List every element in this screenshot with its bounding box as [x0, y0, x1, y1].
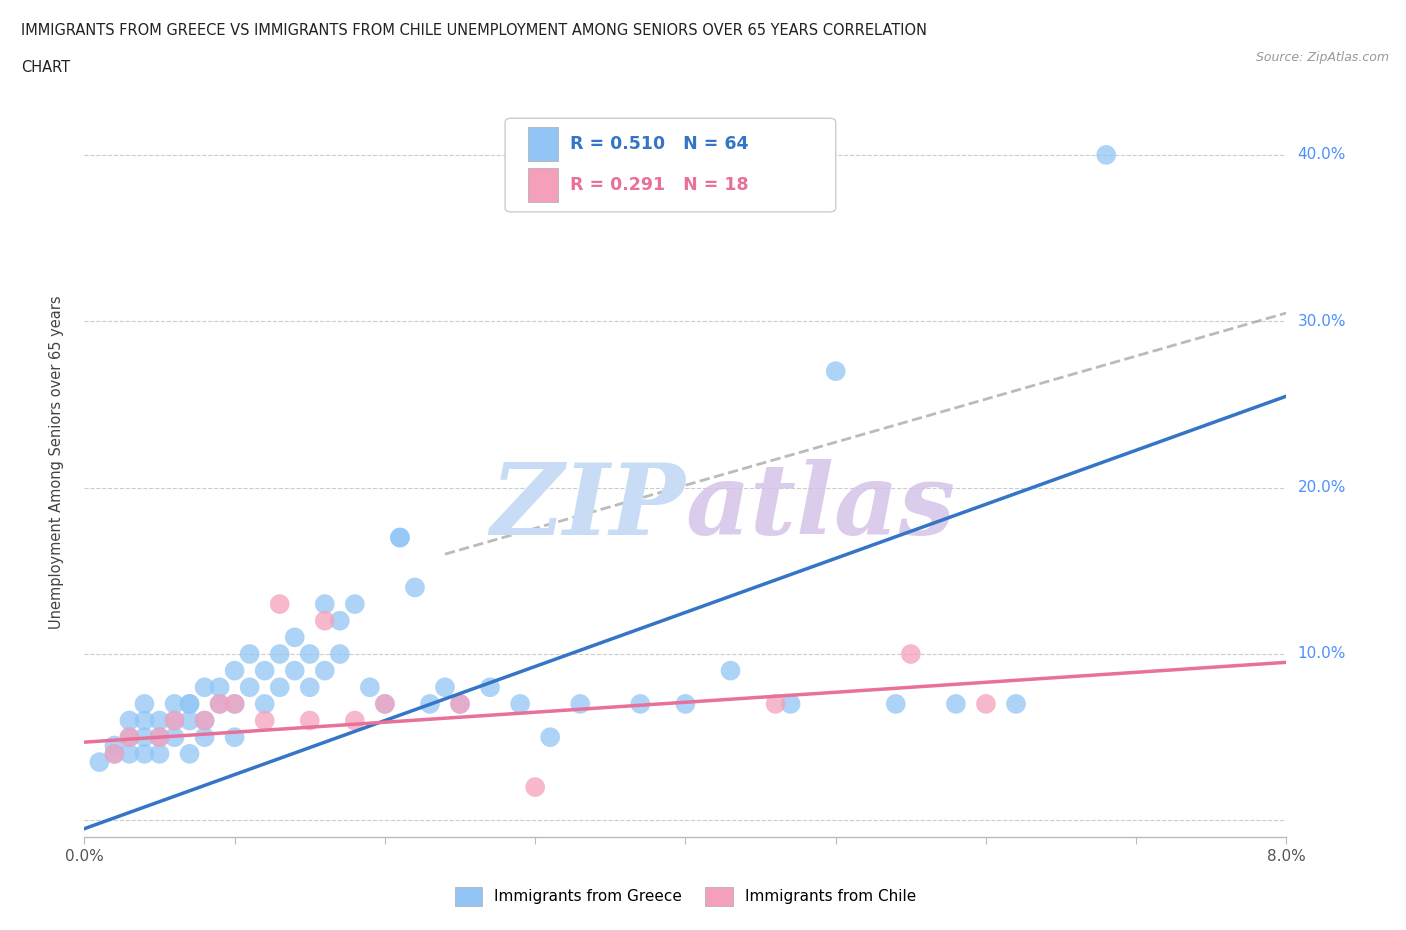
- Point: [118, 713, 141, 728]
- Point: [134, 730, 156, 745]
- Point: [314, 613, 336, 628]
- Point: [779, 697, 801, 711]
- Point: [388, 530, 411, 545]
- Text: atlas: atlas: [686, 459, 956, 556]
- FancyBboxPatch shape: [527, 168, 558, 202]
- Point: [224, 730, 246, 745]
- Point: [284, 630, 307, 644]
- Point: [419, 697, 441, 711]
- Point: [343, 713, 366, 728]
- Text: IMMIGRANTS FROM GREECE VS IMMIGRANTS FROM CHILE UNEMPLOYMENT AMONG SENIORS OVER : IMMIGRANTS FROM GREECE VS IMMIGRANTS FRO…: [21, 23, 927, 38]
- Point: [208, 680, 231, 695]
- Point: [118, 730, 141, 745]
- Point: [824, 364, 846, 379]
- Point: [900, 646, 922, 661]
- Point: [298, 646, 321, 661]
- Point: [343, 597, 366, 612]
- Point: [374, 697, 396, 711]
- Point: [884, 697, 907, 711]
- Point: [945, 697, 967, 711]
- Point: [224, 663, 246, 678]
- Text: 10.0%: 10.0%: [1298, 646, 1346, 661]
- Point: [224, 697, 246, 711]
- Point: [359, 680, 381, 695]
- Point: [449, 697, 471, 711]
- Text: ZIP: ZIP: [491, 459, 686, 556]
- Point: [1095, 148, 1118, 163]
- Y-axis label: Unemployment Among Seniors over 65 years: Unemployment Among Seniors over 65 years: [49, 296, 63, 630]
- Point: [194, 680, 217, 695]
- Text: R = 0.510   N = 64: R = 0.510 N = 64: [569, 135, 748, 153]
- Point: [388, 530, 411, 545]
- Point: [103, 747, 125, 762]
- Point: [314, 663, 336, 678]
- Point: [479, 680, 502, 695]
- Point: [239, 646, 262, 661]
- Point: [720, 663, 742, 678]
- Text: Source: ZipAtlas.com: Source: ZipAtlas.com: [1256, 51, 1389, 64]
- Point: [179, 697, 201, 711]
- Point: [253, 713, 276, 728]
- Point: [148, 730, 170, 745]
- Point: [675, 697, 697, 711]
- Point: [239, 680, 262, 695]
- Point: [103, 747, 125, 762]
- Point: [269, 597, 291, 612]
- Point: [208, 697, 231, 711]
- Point: [163, 697, 186, 711]
- Point: [148, 713, 170, 728]
- Point: [404, 580, 426, 595]
- Point: [179, 713, 201, 728]
- Point: [524, 779, 547, 794]
- Point: [194, 713, 217, 728]
- Point: [538, 730, 561, 745]
- Text: CHART: CHART: [21, 60, 70, 75]
- Point: [163, 730, 186, 745]
- Point: [148, 730, 170, 745]
- FancyBboxPatch shape: [527, 127, 558, 161]
- Point: [1005, 697, 1028, 711]
- Point: [284, 663, 307, 678]
- Point: [194, 730, 217, 745]
- Point: [179, 697, 201, 711]
- Point: [974, 697, 997, 711]
- Point: [298, 680, 321, 695]
- Point: [179, 747, 201, 762]
- Text: 20.0%: 20.0%: [1298, 480, 1346, 495]
- Point: [148, 747, 170, 762]
- Point: [269, 680, 291, 695]
- Point: [163, 713, 186, 728]
- Point: [329, 613, 352, 628]
- Point: [118, 730, 141, 745]
- Point: [134, 747, 156, 762]
- Point: [298, 713, 321, 728]
- Text: 30.0%: 30.0%: [1298, 313, 1346, 329]
- FancyBboxPatch shape: [505, 118, 835, 212]
- Point: [329, 646, 352, 661]
- Point: [224, 697, 246, 711]
- Point: [89, 755, 111, 770]
- Text: 40.0%: 40.0%: [1298, 147, 1346, 163]
- Point: [103, 738, 125, 753]
- Point: [134, 713, 156, 728]
- Point: [569, 697, 592, 711]
- Text: R = 0.291   N = 18: R = 0.291 N = 18: [569, 177, 748, 194]
- Point: [134, 697, 156, 711]
- Point: [253, 697, 276, 711]
- Point: [118, 747, 141, 762]
- Point: [449, 697, 471, 711]
- Point: [253, 663, 276, 678]
- Point: [765, 697, 787, 711]
- Legend: Immigrants from Greece, Immigrants from Chile: Immigrants from Greece, Immigrants from …: [449, 881, 922, 911]
- Point: [314, 597, 336, 612]
- Point: [269, 646, 291, 661]
- Point: [509, 697, 531, 711]
- Point: [434, 680, 457, 695]
- Point: [374, 697, 396, 711]
- Point: [163, 713, 186, 728]
- Point: [194, 713, 217, 728]
- Point: [628, 697, 651, 711]
- Point: [208, 697, 231, 711]
